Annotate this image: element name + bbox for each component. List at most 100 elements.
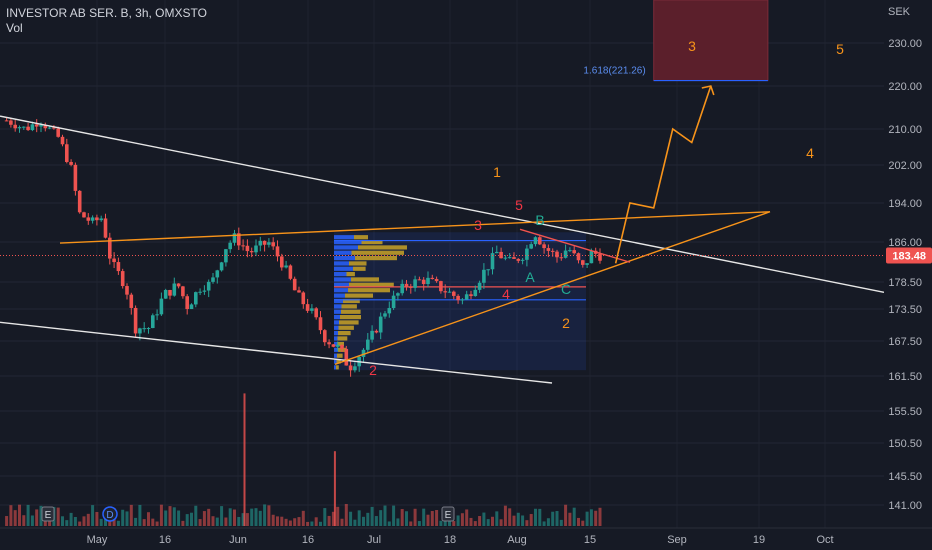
volume-bar [48,517,52,526]
candle-body [228,242,232,250]
candle-body [400,283,404,294]
volume-bar [400,509,404,526]
volume-bar [542,521,546,526]
candle-body [254,245,258,253]
candle-body [125,286,129,295]
candle-body [486,269,490,271]
volume-bar [194,505,198,526]
profile-bar-up [334,325,339,330]
volume-bar [121,509,125,526]
candle-body [529,244,533,249]
candle-body [464,294,469,300]
candle-body [4,120,9,122]
volume-bar [288,520,292,526]
profile-bar-up [334,266,353,271]
volume-bar [585,511,589,526]
lower-channel-line [0,321,553,384]
volume-bar [271,514,275,526]
candle-body [275,246,280,257]
candle-body [331,344,336,347]
profile-bar-down [339,320,359,325]
candle-body [490,253,495,270]
candle-body [546,248,551,251]
candle-body [537,237,542,245]
profile-bar-up [334,336,338,341]
volume-bar [374,516,378,526]
candle-body [525,248,529,260]
profile-bar-up [334,235,354,240]
axis-background [884,0,932,550]
volume-bar [35,509,39,526]
volume-bar [495,511,499,526]
wave-resistance-line [519,228,631,263]
profile-bar-down [340,315,361,320]
wave-label-red: 3 [474,217,482,233]
profile-bar-down [338,325,354,330]
volume-bar [383,505,387,526]
volume-bar [224,517,228,526]
volume-bar [151,518,155,526]
triangle-lower-line [334,211,771,365]
candle-body [568,250,572,252]
x-tick-label: 16 [302,534,314,546]
profile-bar-down [351,250,404,255]
volume-bar [581,520,585,526]
candle-body [439,281,443,292]
volume-bar [435,510,439,526]
target-box [653,0,769,82]
volume-bar [404,511,408,526]
candle-body [413,279,417,288]
time-axis-background [0,528,884,550]
candle-body [271,242,275,247]
candle-body [206,281,211,291]
volume-bar [318,521,322,526]
volume-bar [69,512,73,526]
volume-bar [353,519,357,526]
candle-body [262,240,267,245]
volume-bar [258,510,262,526]
y-tick-label: 202.00 [888,160,922,172]
candle-body [202,290,207,292]
candle-body [533,237,538,245]
x-tick-label: 15 [584,534,596,546]
candle-body [17,127,22,129]
candle-body [176,283,181,287]
volume-bar [598,507,602,526]
candle-body [245,245,250,252]
wave-label-red: 2 [369,362,377,378]
volume-bar [241,513,245,526]
profile-bar-down [341,304,357,309]
candle-body [43,124,48,129]
candle-body [99,218,103,221]
profile-bar-down [337,353,343,358]
price-axis: SEK230.00220.00210.00202.00194.00186.001… [884,0,932,550]
candle-body [13,124,17,129]
profile-bar-up [334,347,338,352]
projection-path [614,85,712,264]
wave-label-orange: 3 [688,38,696,54]
candle-body [387,308,392,314]
profile-bar-down [353,266,366,271]
x-tick-label: Jul [367,534,381,546]
candle-body [404,283,409,287]
wave-label-green: B [535,212,544,228]
volume-spike [333,451,336,526]
profile-bar-up [334,359,337,364]
y-tick-label: 186.00 [888,237,922,249]
volume-bar [572,507,576,526]
candle-body [82,212,86,218]
volume-bar [508,508,512,526]
volume-bar [310,521,314,526]
volume-bar [521,515,525,526]
candle-body [580,260,585,265]
volume-bar [516,512,520,526]
volume-bar [473,521,477,526]
candle-body [168,289,172,296]
volume-bar [357,510,361,526]
candle-body [150,315,155,329]
volume-bar [39,505,43,526]
candle-body [69,161,73,165]
current-price-label: 183.48 [892,250,926,262]
volume-bar [280,516,284,526]
